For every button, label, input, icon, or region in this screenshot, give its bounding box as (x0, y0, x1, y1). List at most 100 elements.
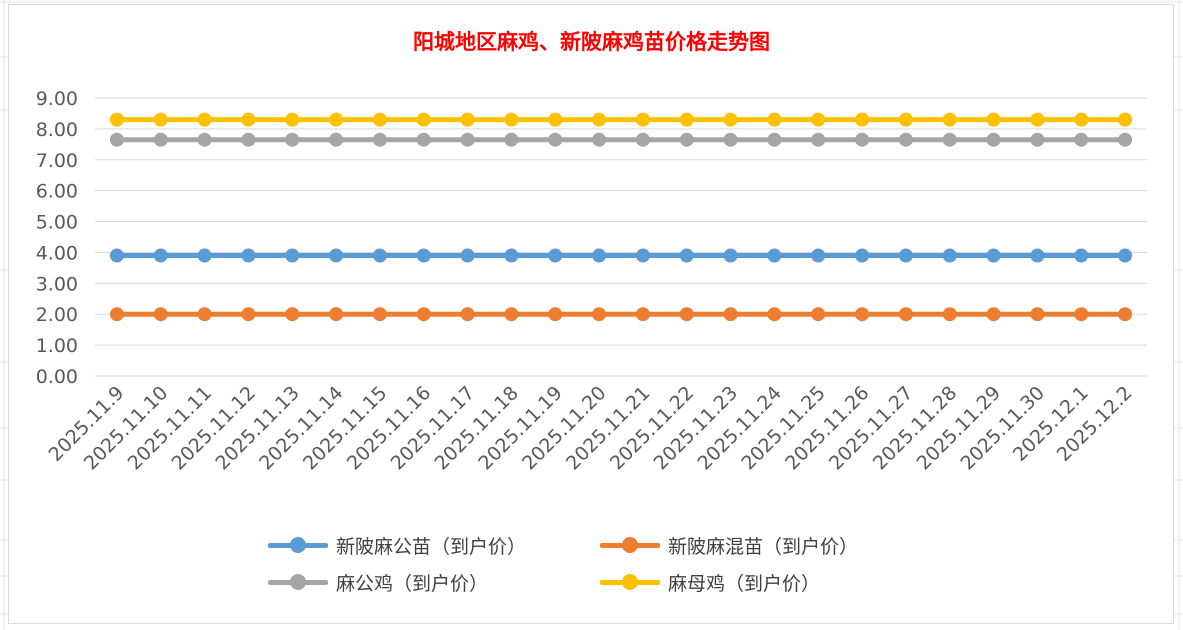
data-point-3-15 (767, 112, 782, 127)
data-point-3-4 (285, 112, 300, 127)
data-point-3-12 (635, 112, 650, 127)
data-point-2-15 (767, 132, 782, 147)
data-point-2-14 (723, 132, 738, 147)
data-point-0-14 (723, 248, 738, 263)
series-3 (109, 112, 1133, 127)
data-point-0-20 (986, 248, 1001, 263)
data-point-2-22 (1074, 132, 1089, 147)
data-point-0-16 (811, 248, 826, 263)
data-point-0-9 (504, 248, 519, 263)
series-1 (109, 307, 1133, 322)
y-tick-label-1: 1.00 (36, 335, 78, 357)
data-point-0-18 (898, 248, 913, 263)
y-tick-label-5: 5.00 (36, 212, 78, 234)
data-point-0-15 (767, 248, 782, 263)
data-point-2-17 (855, 132, 870, 147)
legend-item-1: 新陂麻混苗（到户价） (600, 530, 858, 560)
data-point-2-23 (1118, 132, 1133, 147)
data-point-3-5 (329, 112, 344, 127)
data-point-2-12 (635, 132, 650, 147)
data-point-0-21 (1030, 248, 1045, 263)
data-point-2-13 (679, 132, 694, 147)
data-point-3-20 (986, 112, 1001, 127)
legend-label-2: 麻公鸡（到户价） (336, 572, 489, 595)
data-point-0-22 (1074, 248, 1089, 263)
data-point-0-19 (942, 248, 957, 263)
data-point-0-2 (197, 248, 212, 263)
legend-item-3: 麻母鸡（到户价） (600, 567, 820, 597)
data-point-1-11 (592, 307, 607, 322)
data-point-0-8 (460, 248, 475, 263)
data-point-0-10 (548, 248, 563, 263)
data-point-3-11 (592, 112, 607, 127)
data-point-1-20 (986, 307, 1001, 322)
data-point-3-0 (109, 112, 124, 127)
data-point-1-13 (679, 307, 694, 322)
data-point-2-10 (548, 132, 563, 147)
data-point-2-3 (241, 132, 256, 147)
data-point-2-2 (197, 132, 212, 147)
data-point-1-4 (285, 307, 300, 322)
data-point-0-3 (241, 248, 256, 263)
data-point-0-17 (855, 248, 870, 263)
data-point-3-18 (898, 112, 913, 127)
data-point-1-22 (1074, 307, 1089, 322)
data-point-0-7 (416, 248, 431, 263)
series-0 (109, 248, 1133, 263)
data-point-3-21 (1030, 112, 1045, 127)
legend-marker-0 (268, 530, 328, 560)
data-point-3-8 (460, 112, 475, 127)
data-point-3-2 (197, 112, 212, 127)
data-point-3-19 (942, 112, 957, 127)
data-point-2-0 (109, 132, 124, 147)
y-tick-label-6: 6.00 (36, 181, 78, 203)
data-point-0-13 (679, 248, 694, 263)
data-point-3-1 (153, 112, 168, 127)
data-point-2-16 (811, 132, 826, 147)
legend-marker-1 (600, 530, 660, 560)
data-point-3-3 (241, 112, 256, 127)
data-point-1-12 (635, 307, 650, 322)
data-point-1-8 (460, 307, 475, 322)
data-point-1-18 (898, 307, 913, 322)
data-point-0-12 (635, 248, 650, 263)
data-point-3-9 (504, 112, 519, 127)
legend-item-2: 麻公鸡（到户价） (268, 567, 488, 597)
data-point-1-19 (942, 307, 957, 322)
data-point-1-1 (153, 307, 168, 322)
data-point-1-3 (241, 307, 256, 322)
data-point-2-8 (460, 132, 475, 147)
y-tick-label-3: 3.00 (36, 273, 78, 295)
series-2 (109, 132, 1133, 147)
data-point-1-23 (1118, 307, 1133, 322)
data-point-1-6 (372, 307, 387, 322)
data-point-3-10 (548, 112, 563, 127)
data-point-0-6 (372, 248, 387, 263)
data-point-0-23 (1118, 248, 1133, 263)
legend-label-3: 麻母鸡（到户价） (668, 572, 821, 595)
data-point-1-14 (723, 307, 738, 322)
legend-marker-3 (600, 567, 660, 597)
data-point-2-6 (372, 132, 387, 147)
data-point-2-7 (416, 132, 431, 147)
data-point-3-7 (416, 112, 431, 127)
y-tick-label-7: 7.00 (36, 150, 78, 172)
data-point-1-10 (548, 307, 563, 322)
legend-dot-1 (622, 537, 638, 553)
data-point-2-18 (898, 132, 913, 147)
data-point-0-5 (329, 248, 344, 263)
chart-title: 阳城地区麻鸡、新陂麻鸡苗价格走势图 (413, 30, 770, 54)
data-point-1-17 (855, 307, 870, 322)
legend-label-1: 新陂麻混苗（到户价） (668, 535, 859, 558)
data-point-2-21 (1030, 132, 1045, 147)
legend-dot-2 (290, 574, 306, 590)
y-tick-label-2: 2.00 (36, 304, 78, 326)
data-point-2-11 (592, 132, 607, 147)
data-point-1-21 (1030, 307, 1045, 322)
legend-dot-3 (622, 574, 638, 590)
data-point-2-20 (986, 132, 1001, 147)
data-point-3-16 (811, 112, 826, 127)
data-point-0-4 (285, 248, 300, 263)
data-point-0-11 (592, 248, 607, 263)
